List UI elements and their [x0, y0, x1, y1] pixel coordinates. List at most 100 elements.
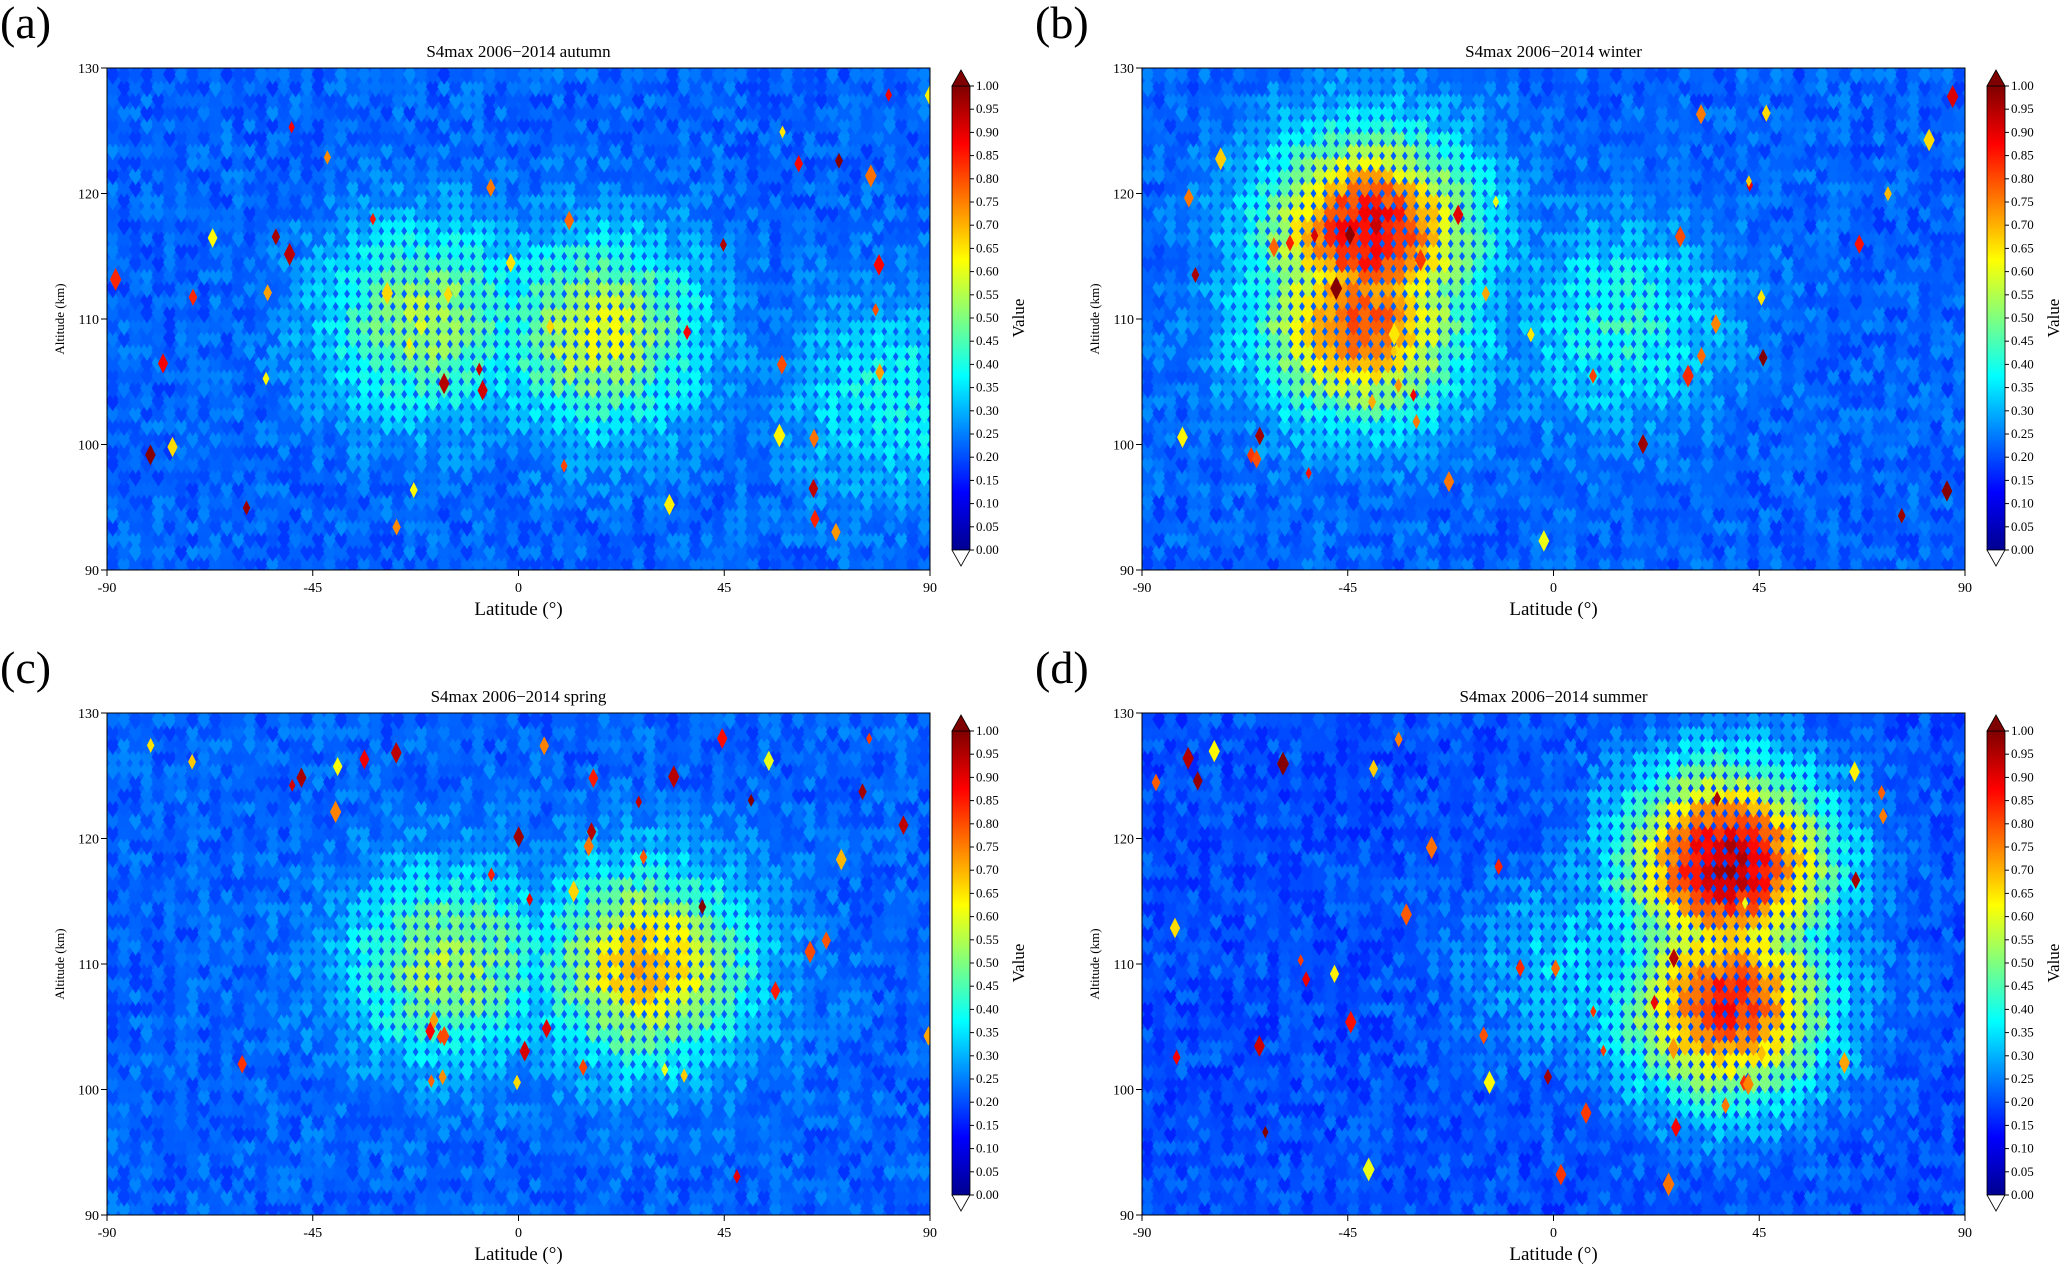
heatmap-cell	[163, 477, 177, 500]
heatmap-cell	[848, 151, 863, 173]
heatmap-cell	[1792, 264, 1807, 286]
heatmap-cell	[631, 440, 646, 462]
heatmap-cell	[1929, 427, 1944, 449]
heatmap-cell	[1198, 440, 1212, 462]
heatmap-cell	[357, 327, 371, 349]
heatmap-cell	[334, 189, 349, 211]
heatmap-cell	[1895, 264, 1909, 286]
heatmap-cell	[585, 415, 600, 437]
heatmap-cell	[107, 226, 120, 249]
heatmap-cell	[768, 327, 783, 349]
heatmap-cell	[734, 440, 749, 462]
heatmap-cell	[1255, 364, 1269, 387]
heatmap-cell	[220, 339, 234, 361]
heatmap-cell	[128, 465, 143, 487]
heatmap-cell	[814, 214, 829, 236]
heatmap-cell	[677, 251, 692, 274]
heatmap-cell	[107, 239, 120, 261]
heatmap-cell	[277, 176, 291, 198]
heatmap-cell	[1152, 415, 1166, 437]
heatmap-cell	[1861, 264, 1875, 286]
heatmap-cell	[734, 214, 749, 236]
heatmap-cell	[1392, 465, 1406, 487]
heatmap-cell	[883, 389, 897, 412]
heatmap-cell	[860, 251, 874, 274]
heatmap-cell	[1563, 427, 1578, 449]
heatmap-cell	[414, 176, 429, 198]
heatmap-cell	[814, 151, 829, 173]
heatmap-cell	[1701, 377, 1715, 399]
heatmap-cell	[1620, 415, 1635, 437]
heatmap-cell	[814, 302, 829, 324]
heatmap-cell	[425, 427, 440, 449]
heatmap-cell	[711, 277, 726, 299]
heatmap-cell	[1152, 465, 1166, 487]
heatmap-cell	[220, 477, 234, 500]
heatmap-cell	[540, 427, 554, 449]
heatmap-cell	[1792, 327, 1807, 349]
heatmap-cell	[300, 189, 314, 211]
heatmap-speckle	[546, 318, 555, 335]
heatmap-cell	[883, 364, 897, 387]
heatmap-cell	[1678, 415, 1692, 437]
heatmap-cell	[1563, 528, 1578, 550]
heatmap-cell	[517, 226, 532, 249]
heatmap-cell	[643, 101, 657, 123]
heatmap-cell	[288, 176, 303, 198]
panel-letter: (b)	[1035, 0, 1089, 48]
heatmap-cell	[1861, 465, 1875, 487]
heatmap-cell	[643, 302, 657, 324]
heatmap-cell	[1220, 377, 1235, 399]
heatmap-cell	[814, 364, 829, 387]
heatmap-cell	[243, 402, 257, 424]
heatmap-cell	[1632, 415, 1647, 437]
heatmap-cell	[1769, 490, 1784, 512]
heatmap-cell	[1781, 540, 1795, 562]
heatmap-cell	[574, 352, 589, 374]
heatmap-cell	[185, 164, 200, 186]
heatmap-cell	[414, 465, 429, 487]
heatmap-cell	[1815, 302, 1829, 324]
heatmap-speckle	[157, 353, 169, 374]
heatmap-cell	[1198, 402, 1212, 424]
heatmap-cell	[345, 339, 360, 361]
heatmap-cell	[208, 251, 223, 274]
heatmap-cell	[243, 277, 257, 299]
heatmap-cell	[1586, 477, 1601, 500]
heatmap-cell	[906, 540, 920, 562]
heatmap-cell	[163, 377, 177, 399]
heatmap-cell	[837, 477, 852, 500]
heatmap-cell	[1403, 477, 1418, 500]
heatmap-cell	[1335, 452, 1349, 474]
heatmap-cell	[1643, 214, 1658, 236]
heatmap-cell	[345, 214, 360, 236]
heatmap-cell	[746, 477, 760, 500]
heatmap-cell	[220, 138, 234, 161]
heatmap-cell	[1209, 327, 1224, 349]
heatmap-cell	[1701, 302, 1715, 324]
heatmap-cell	[768, 251, 783, 274]
heatmap-cell	[1666, 277, 1681, 299]
heatmap-cell	[128, 477, 143, 500]
heatmap-cell	[1883, 314, 1898, 336]
heatmap-cell	[1701, 490, 1715, 512]
heatmap-cell	[517, 377, 532, 399]
heatmap-cell	[494, 88, 509, 110]
heatmap-cell	[471, 427, 486, 449]
heatmap-cell	[1563, 377, 1578, 399]
heatmap-cell	[1335, 427, 1349, 449]
heatmap-cell	[1609, 314, 1624, 336]
heatmap-cell	[1883, 515, 1898, 537]
heatmap-cell	[803, 289, 817, 311]
heatmap-cell	[505, 164, 520, 186]
heatmap-cell	[1403, 389, 1418, 412]
heatmap-cell	[334, 201, 349, 223]
heatmap-cell	[1426, 352, 1441, 374]
heatmap-cell	[608, 251, 623, 274]
heatmap-cell	[551, 490, 566, 512]
heatmap-cell	[677, 502, 692, 525]
heatmap-cell	[1575, 239, 1589, 261]
heatmap-cell	[243, 68, 257, 85]
heatmap-cell	[1678, 502, 1692, 525]
heatmap-cell	[1689, 515, 1704, 537]
